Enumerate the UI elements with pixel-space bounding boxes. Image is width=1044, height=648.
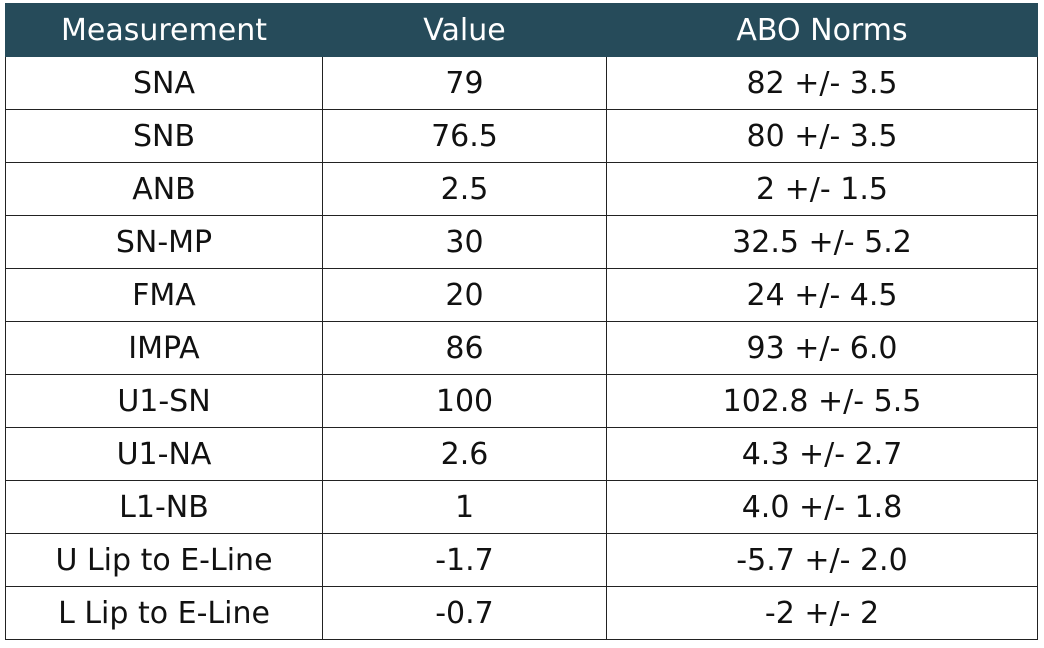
table-row: SNB 76.5 80 +/- 3.5 <box>5 109 1038 163</box>
table-row: L Lip to E-Line -0.7 -2 +/- 2 <box>5 586 1038 640</box>
header-cell: ABO Norms <box>606 3 1038 57</box>
table-cell: 4.3 +/- 2.7 <box>606 427 1038 481</box>
table-cell: 100 <box>322 374 607 428</box>
table-cell: SN-MP <box>5 215 323 269</box>
table-cell: U Lip to E-Line <box>5 533 323 587</box>
header-cell: Measurement <box>5 3 323 57</box>
table-cell: ANB <box>5 162 323 216</box>
table-cell: 2.6 <box>322 427 607 481</box>
header-cell: Value <box>322 3 607 57</box>
table-cell: 30 <box>322 215 607 269</box>
header-row: Measurement Value ABO Norms <box>5 3 1038 57</box>
table-container: Measurement Value ABO Norms SNA 79 82 +/- 3.… <box>5 3 1038 640</box>
table-cell: 2 +/- 1.5 <box>606 162 1038 216</box>
table-row: L1-NB 1 4.0 +/- 1.8 <box>5 480 1038 534</box>
table-cell: -0.7 <box>322 586 607 640</box>
table-cell: FMA <box>5 268 323 322</box>
table-row: FMA 20 24 +/- 4.5 <box>5 268 1038 322</box>
table-cell: U1-SN <box>5 374 323 428</box>
table-cell: 79 <box>322 56 607 110</box>
measurement-table: Measurement Value ABO Norms SNA 79 82 +/- 3.… <box>5 3 1038 640</box>
table-cell: U1-NA <box>5 427 323 481</box>
table-cell: 76.5 <box>322 109 607 163</box>
table-cell: 86 <box>322 321 607 375</box>
table-row: IMPA 86 93 +/- 6.0 <box>5 321 1038 375</box>
table-row: U Lip to E-Line -1.7 -5.7 +/- 2.0 <box>5 533 1038 587</box>
table-cell: 1 <box>322 480 607 534</box>
table-cell: L Lip to E-Line <box>5 586 323 640</box>
table-row: ANB 2.5 2 +/- 1.5 <box>5 162 1038 216</box>
table-cell: IMPA <box>5 321 323 375</box>
table-cell: 93 +/- 6.0 <box>606 321 1038 375</box>
table-cell: L1-NB <box>5 480 323 534</box>
table-cell: 80 +/- 3.5 <box>606 109 1038 163</box>
table-cell: SNA <box>5 56 323 110</box>
table-cell: 2.5 <box>322 162 607 216</box>
table-row: SNA 79 82 +/- 3.5 <box>5 56 1038 110</box>
table-cell: 4.0 +/- 1.8 <box>606 480 1038 534</box>
table-cell: -2 +/- 2 <box>606 586 1038 640</box>
table-cell: -1.7 <box>322 533 607 587</box>
table-cell: SNB <box>5 109 323 163</box>
table-cell: 32.5 +/- 5.2 <box>606 215 1038 269</box>
table-row: U1-NA 2.6 4.3 +/- 2.7 <box>5 427 1038 481</box>
table-cell: 82 +/- 3.5 <box>606 56 1038 110</box>
table-row: U1-SN 100 102.8 +/- 5.5 <box>5 374 1038 428</box>
table-cell: -5.7 +/- 2.0 <box>606 533 1038 587</box>
table-cell: 102.8 +/- 5.5 <box>606 374 1038 428</box>
table-cell: 20 <box>322 268 607 322</box>
table-row: SN-MP 30 32.5 +/- 5.2 <box>5 215 1038 269</box>
table-cell: 24 +/- 4.5 <box>606 268 1038 322</box>
